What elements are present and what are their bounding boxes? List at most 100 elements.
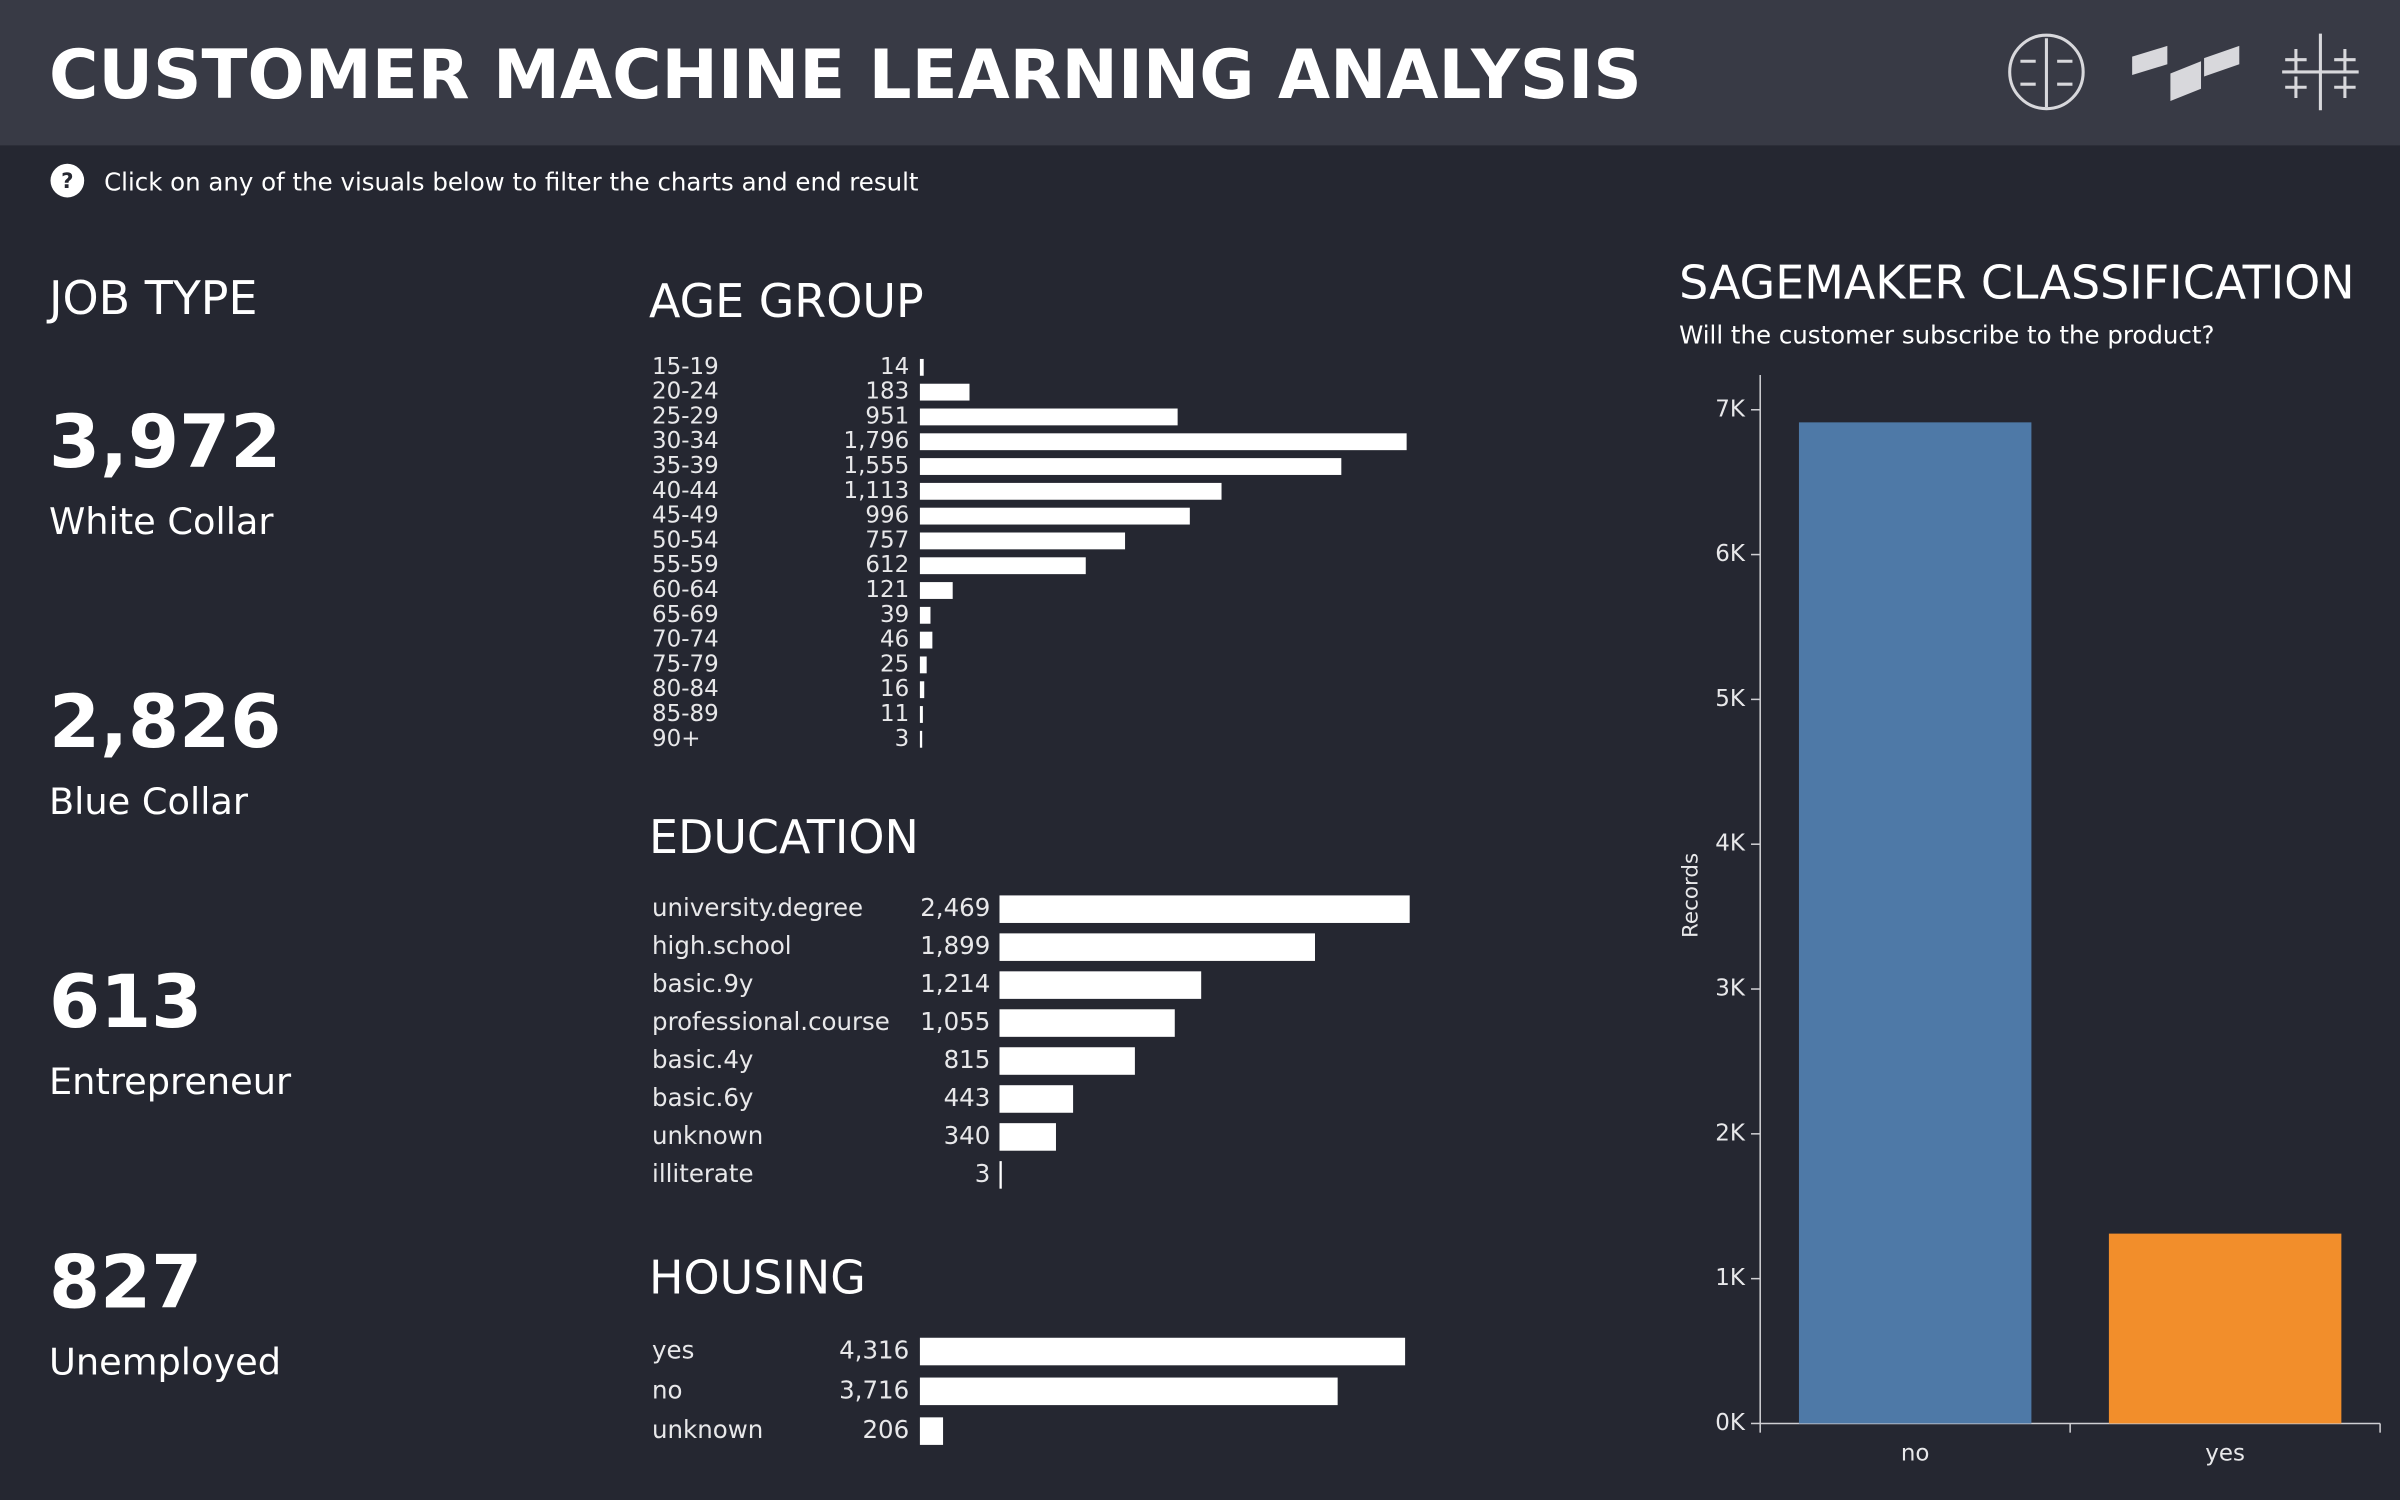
bar[interactable] — [999, 1123, 1056, 1151]
category-label[interactable]: 90+ — [652, 726, 700, 752]
category-label[interactable]: basic.9y — [652, 969, 753, 998]
category-label[interactable]: unknown — [652, 1121, 763, 1150]
y-tick-label: 2K — [1715, 1120, 1746, 1146]
bar[interactable] — [999, 933, 1315, 961]
bar[interactable] — [999, 1085, 1074, 1113]
value-label: 3 — [975, 1159, 991, 1188]
category-label[interactable]: basic.6y — [652, 1083, 753, 1112]
bar[interactable] — [919, 383, 970, 401]
header-bar — [0, 0, 2400, 146]
chart-title: SAGEMAKER CLASSIFICATION — [1679, 256, 2355, 310]
bar[interactable] — [919, 730, 923, 748]
page-title: CUSTOMER MACHINE LEARNING ANALYSIS — [49, 35, 1642, 114]
category-label[interactable]: 65-69 — [652, 602, 719, 628]
x-tick-label: no — [1901, 1441, 1930, 1467]
category-label[interactable]: 20-24 — [652, 379, 719, 405]
bar[interactable] — [919, 606, 931, 624]
category-label[interactable]: 60-64 — [652, 577, 719, 603]
bar[interactable] — [919, 706, 923, 723]
bar[interactable] — [919, 433, 1407, 451]
value-label: 46 — [880, 627, 909, 653]
category-label[interactable]: professional.course — [652, 1007, 890, 1036]
bar[interactable] — [1798, 422, 2032, 1424]
kpi-value[interactable]: 827 — [49, 1240, 202, 1325]
bar[interactable] — [919, 532, 1126, 550]
kpi-label[interactable]: Entrepreneur — [49, 1060, 292, 1103]
kpi-value[interactable]: 2,826 — [49, 680, 281, 765]
chart-title: EDUCATION — [649, 810, 919, 864]
value-label: 183 — [865, 379, 909, 405]
value-label: 2,469 — [920, 893, 990, 922]
category-label[interactable]: 80-84 — [652, 676, 719, 702]
category-label[interactable]: illiterate — [652, 1159, 754, 1188]
bar[interactable] — [919, 458, 1342, 475]
bar[interactable] — [919, 631, 933, 649]
value-label: 3 — [895, 726, 910, 752]
bar[interactable] — [919, 582, 953, 599]
header-icons — [2008, 33, 2359, 111]
y-tick-label: 5K — [1715, 686, 1746, 712]
category-label[interactable]: 45-49 — [652, 503, 719, 529]
category-label[interactable]: 70-74 — [652, 627, 719, 653]
bar[interactable] — [999, 971, 1202, 999]
value-label: 757 — [865, 527, 909, 553]
category-label[interactable]: yes — [652, 1336, 694, 1365]
category-label[interactable]: 30-34 — [652, 428, 719, 454]
bar[interactable] — [919, 656, 927, 674]
bar[interactable] — [919, 408, 1178, 426]
bar[interactable] — [919, 557, 1086, 575]
value-label: 3,716 — [839, 1375, 909, 1404]
bar[interactable] — [919, 482, 1222, 500]
bar[interactable] — [919, 1417, 944, 1445]
x-tick-label: yes — [2205, 1441, 2245, 1467]
bar[interactable] — [999, 1047, 1135, 1075]
category-label[interactable]: 75-79 — [652, 651, 719, 677]
category-label[interactable]: basic.4y — [652, 1045, 753, 1074]
bar[interactable] — [2108, 1233, 2342, 1424]
kpi-label[interactable]: Unemployed — [49, 1340, 281, 1383]
value-label: 951 — [865, 403, 909, 429]
y-tick-label: 4K — [1715, 831, 1746, 857]
help-mark: ? — [61, 169, 73, 194]
y-tick-label: 7K — [1715, 396, 1746, 422]
chart-subtitle: Will the customer subscribe to the produ… — [1679, 321, 2214, 350]
category-label[interactable]: no — [652, 1375, 682, 1404]
bar[interactable] — [999, 1161, 1002, 1189]
value-label: 14 — [880, 354, 909, 380]
category-label[interactable]: 85-89 — [652, 701, 719, 727]
category-label[interactable]: university.degree — [652, 893, 863, 922]
value-label: 443 — [944, 1083, 991, 1112]
bar[interactable] — [919, 507, 1190, 525]
value-label: 121 — [865, 577, 909, 603]
kpi-value[interactable]: 613 — [49, 960, 202, 1045]
value-label: 1,113 — [844, 478, 910, 504]
category-label[interactable]: unknown — [652, 1415, 763, 1444]
category-label[interactable]: 25-29 — [652, 403, 719, 429]
kpi-label[interactable]: Blue Collar — [49, 780, 249, 823]
y-tick-label: 1K — [1715, 1265, 1746, 1291]
bar[interactable] — [919, 1337, 1406, 1366]
y-axis-label: Records — [1678, 853, 1703, 938]
value-label: 1,555 — [844, 453, 910, 479]
bar[interactable] — [919, 358, 924, 376]
bar[interactable] — [919, 681, 925, 699]
bar[interactable] — [999, 1009, 1175, 1037]
value-label: 340 — [944, 1121, 991, 1150]
bar[interactable] — [919, 1377, 1338, 1406]
category-label[interactable]: 15-19 — [652, 354, 719, 380]
kpi-value[interactable]: 3,972 — [49, 400, 281, 485]
y-tick-label: 3K — [1715, 976, 1746, 1002]
instruction: Click on any of the visuals below to fil… — [104, 168, 919, 197]
y-tick-label: 0K — [1715, 1410, 1746, 1436]
category-label[interactable]: 40-44 — [652, 478, 719, 504]
kpi-label[interactable]: White Collar — [49, 500, 274, 543]
bar[interactable] — [999, 895, 1410, 923]
category-label[interactable]: 35-39 — [652, 453, 719, 479]
category-label[interactable]: 50-54 — [652, 527, 719, 553]
category-label[interactable]: 55-59 — [652, 552, 719, 578]
value-label: 1,214 — [920, 969, 990, 998]
category-label[interactable]: high.school — [652, 931, 792, 960]
help-icon[interactable] — [50, 163, 85, 198]
